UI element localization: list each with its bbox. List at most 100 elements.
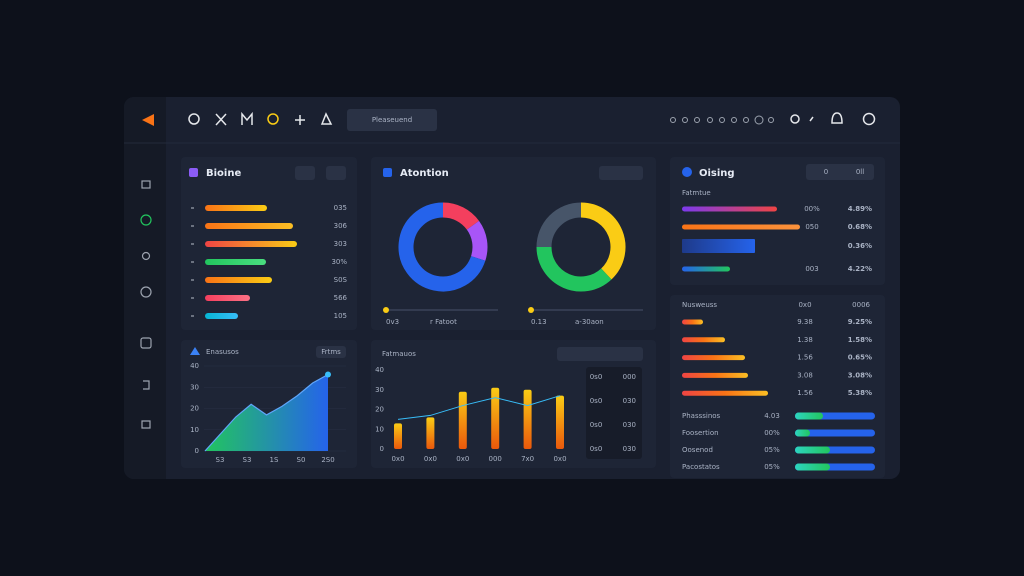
- x-tick-label: 2S0: [321, 456, 334, 464]
- row-marker: [191, 261, 194, 263]
- y-tick-label: 30: [375, 386, 384, 394]
- bar: [205, 223, 293, 229]
- icon[interactable]: [790, 114, 800, 124]
- sidebar: [124, 97, 166, 479]
- icon[interactable]: [141, 420, 151, 429]
- row-value: 05%: [764, 446, 780, 454]
- donut-caption: 0.13: [531, 318, 547, 326]
- row-percent: 0.68%: [848, 223, 872, 231]
- donut-segment: [442, 202, 479, 231]
- y-tick-label: 20: [190, 405, 199, 413]
- donut-segment: [580, 202, 626, 280]
- slider-knob: [383, 307, 389, 313]
- row-value: S0S: [334, 276, 348, 284]
- row-percent: 4.22%: [848, 265, 872, 273]
- logo[interactable]: [142, 114, 154, 126]
- y-tick-label: 10: [375, 425, 384, 433]
- panel-button[interactable]: [599, 166, 643, 180]
- tab[interactable]: Frtms: [321, 348, 341, 356]
- table-cell: 0s0: [590, 445, 603, 453]
- panel-button[interactable]: [295, 166, 315, 180]
- header-icons: [790, 112, 876, 126]
- table-cell: 0s0: [590, 373, 603, 381]
- donut-caption: r Fatoot: [430, 318, 457, 326]
- bar: [205, 277, 272, 283]
- row-label: Phasssinos: [682, 412, 721, 420]
- donut-segment: [398, 202, 486, 292]
- icon[interactable]: [141, 251, 151, 261]
- bar: [556, 395, 564, 449]
- icon[interactable]: [241, 111, 253, 125]
- panel-button[interactable]: [326, 166, 346, 180]
- search-box[interactable]: [347, 109, 437, 131]
- y-tick-label: 40: [190, 362, 199, 370]
- icon[interactable]: [140, 337, 152, 349]
- icon[interactable]: [143, 380, 150, 390]
- panel-subtitle: Fatmtue: [682, 189, 711, 197]
- progress-fill: [795, 446, 830, 454]
- panel: [371, 340, 656, 468]
- row-value: 3.08: [797, 371, 813, 379]
- tab[interactable]: 0: [824, 168, 828, 176]
- icon[interactable]: [295, 115, 305, 125]
- icon[interactable]: [831, 112, 843, 124]
- icon[interactable]: [267, 113, 279, 125]
- row-value: 1.56: [797, 354, 813, 362]
- row-value: 303: [334, 240, 347, 248]
- y-tick-label: 30: [190, 383, 199, 391]
- column-header: 0x0: [798, 301, 811, 309]
- row-label: Foosertion: [682, 429, 719, 437]
- progress-fill: [795, 412, 823, 420]
- y-tick-label: 0: [380, 445, 384, 453]
- bar: [205, 205, 267, 211]
- icon[interactable]: [188, 113, 200, 125]
- donut-segment: [536, 246, 612, 292]
- bar: [394, 423, 402, 449]
- row-value: 4.03: [764, 412, 780, 420]
- bar: [682, 355, 745, 361]
- tab-group: [806, 164, 874, 180]
- table-cell: 0s0: [590, 421, 603, 429]
- row-percent: 5.38%: [848, 389, 872, 397]
- row-value: 050: [805, 223, 818, 231]
- bar: [491, 387, 500, 449]
- table-cell: 000: [623, 373, 636, 381]
- table-cell: 030: [623, 421, 636, 429]
- tab[interactable]: 0ll: [856, 168, 864, 176]
- row-value: 9.38: [797, 318, 813, 326]
- x-tick-label: S3: [243, 456, 252, 464]
- row-value: 00%: [804, 205, 820, 213]
- point: [325, 371, 331, 378]
- y-tick-label: 0: [195, 447, 199, 455]
- progress-fill: [795, 463, 830, 471]
- icon[interactable]: [809, 116, 814, 122]
- row-value: 05%: [764, 463, 780, 471]
- toolbar-icons: [188, 111, 333, 126]
- panel-title: Bioine: [206, 168, 241, 179]
- search-placeholder: Pleaseuend: [372, 116, 412, 124]
- column-header: 0006: [852, 301, 870, 309]
- area: [205, 374, 328, 451]
- icon[interactable]: [141, 180, 151, 189]
- area-line: [204, 373, 329, 452]
- panel-title: Fatmauos: [382, 350, 416, 358]
- icon[interactable]: [140, 286, 152, 298]
- icon[interactable]: [862, 112, 876, 126]
- row-value: 1.56: [797, 389, 813, 397]
- icon[interactable]: [140, 214, 152, 226]
- x-tick-label: 1S: [270, 456, 279, 464]
- panel-button[interactable]: [316, 346, 346, 358]
- bar: [205, 241, 297, 247]
- y-tick-label: 20: [375, 406, 384, 414]
- row-value: 105: [334, 312, 347, 320]
- x-tick-label: 000: [489, 455, 502, 463]
- progress-track: [795, 429, 875, 437]
- line: [397, 395, 561, 420]
- icon[interactable]: [320, 112, 333, 125]
- icon[interactable]: [215, 113, 227, 126]
- bar: [682, 239, 755, 253]
- x-tick-label: S0: [297, 456, 306, 464]
- row-marker: [191, 225, 194, 227]
- panel-button[interactable]: [557, 347, 643, 361]
- bar: [205, 313, 238, 319]
